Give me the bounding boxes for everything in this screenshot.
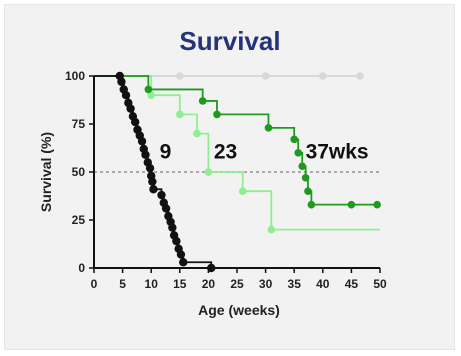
x-tick-label-35: 35	[288, 277, 302, 291]
data-point-0-1	[117, 77, 126, 86]
data-point-0-5	[126, 104, 135, 113]
data-point-2-0	[144, 85, 153, 94]
data-point-1-2	[193, 129, 201, 138]
x-tick-label-45: 45	[345, 277, 359, 291]
y-tick-label-75: 75	[72, 117, 86, 131]
x-tick-label-40: 40	[316, 277, 330, 291]
data-point-0-16	[148, 177, 157, 186]
data-point-3-3	[356, 72, 364, 80]
data-point-3-0	[176, 72, 184, 80]
data-point-0-20	[161, 204, 171, 213]
x-tick-label-0: 0	[91, 277, 98, 291]
data-point-2-8	[304, 187, 312, 195]
x-axis-label: Age (weeks)	[198, 302, 280, 318]
data-point-0-25	[172, 236, 181, 246]
data-point-1-0	[147, 91, 155, 99]
x-tick-label-25: 25	[230, 277, 244, 291]
y-axis-label: Survival (%)	[38, 132, 54, 212]
median-annotation-2: 37wks	[306, 141, 369, 164]
data-point-2-2	[213, 110, 221, 119]
median-annotation-0: 9	[160, 141, 172, 164]
data-point-3-2	[319, 72, 327, 80]
data-point-0-27	[176, 250, 186, 259]
data-point-2-4	[290, 135, 299, 144]
data-point-0-14	[145, 163, 155, 173]
data-point-1-4	[238, 187, 247, 195]
data-point-1-1	[176, 110, 184, 119]
x-tick-label-20: 20	[202, 277, 216, 291]
chart-title: Survival	[179, 26, 280, 56]
median-annotation-1: 23	[214, 141, 237, 164]
data-point-0-23	[168, 223, 177, 232]
data-point-2-11	[373, 200, 381, 209]
x-tick-label-15: 15	[173, 277, 187, 291]
data-point-2-9	[307, 200, 316, 209]
data-point-1-3	[204, 168, 213, 176]
data-point-1-5	[267, 225, 276, 234]
data-point-2-5	[294, 149, 303, 157]
survival-curve-1	[94, 75, 380, 231]
data-point-0-17	[149, 185, 158, 194]
data-point-0-7	[130, 117, 140, 127]
chart-panel	[4, 4, 455, 350]
y-tick-label-25: 25	[72, 213, 86, 227]
data-point-2-1	[198, 97, 207, 105]
y-tick-label-100: 100	[65, 69, 85, 83]
x-tick-label-5: 5	[119, 277, 126, 291]
data-point-0-10	[137, 137, 147, 146]
y-tick-label-0: 0	[78, 261, 85, 275]
y-tick-label-50: 50	[72, 165, 86, 179]
x-tick-label-50: 50	[373, 277, 387, 291]
data-point-2-6	[298, 162, 307, 171]
data-point-0-18	[157, 190, 166, 200]
data-point-0-3	[121, 91, 131, 100]
data-point-0-12	[141, 150, 150, 159]
data-point-2-3	[264, 124, 273, 132]
x-tick-label-10: 10	[145, 277, 159, 291]
data-point-2-7	[301, 173, 310, 182]
data-point-3-1	[261, 72, 270, 80]
data-point-2-10	[347, 200, 356, 209]
x-tick-label-30: 30	[259, 277, 273, 291]
data-point-0-28	[179, 258, 188, 267]
